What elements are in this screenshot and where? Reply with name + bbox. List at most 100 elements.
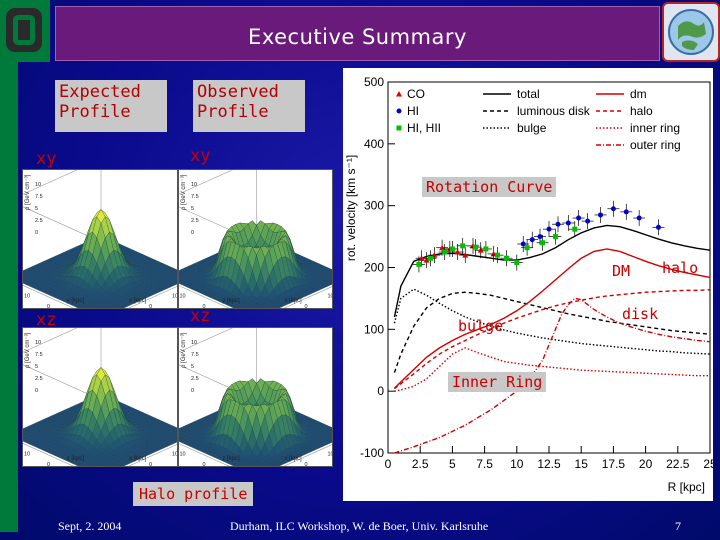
surface-z-tick: 0 (191, 230, 194, 236)
surface-facet (81, 464, 87, 466)
data-point-CO (454, 249, 461, 255)
series-luminous-disk (393, 291, 711, 373)
data-point-HIHII (503, 255, 509, 261)
slide-title: Executive Summary (248, 25, 467, 49)
expected-profile-label: Expected Profile (55, 80, 167, 132)
observed-xz-surface-plot: ρ [GeV cm⁻³]107.552.5020100-10-20-20-100… (178, 327, 333, 467)
surface-axis-tick: 0 (203, 462, 206, 467)
series-outer-ring (394, 297, 711, 454)
data-point-HI (585, 218, 591, 224)
surface-z-tick: 10 (35, 340, 41, 346)
y-tick-label: 200 (364, 261, 384, 275)
footer-page-number: 7 (675, 519, 681, 533)
observed-xy-surface-plot: ρ [GeV cm⁻³]107.552.5020100-10-20-20-100… (178, 169, 333, 309)
surface-facet (245, 306, 251, 308)
data-point-HI (565, 220, 571, 226)
surface-axis-tick: 0 (149, 462, 152, 467)
surface-x-label: z [kpc] (222, 456, 240, 462)
xz-label-right: xz (190, 306, 211, 326)
university-logo-icon (0, 0, 50, 62)
surface-facet (237, 464, 243, 466)
title-banner: Executive Summary (55, 6, 660, 61)
data-point-CO (418, 255, 425, 261)
surface-facet (115, 306, 121, 308)
legend-label: bulge (517, 121, 547, 135)
legend-marker (396, 125, 402, 131)
surface-y-label: x [kpc] (284, 298, 302, 304)
x-tick-label: 17.5 (602, 457, 626, 471)
surface-x-label: z [kpc] (67, 456, 85, 462)
data-point-HIHII (483, 246, 489, 252)
surface-z-tick: 10 (191, 182, 197, 188)
surface-facet (262, 306, 268, 308)
data-point-HI (520, 241, 526, 247)
y-tick-label: 400 (364, 137, 384, 151)
legend-label: HI (407, 104, 419, 118)
data-point-HI (529, 237, 535, 243)
series-bulge (393, 288, 711, 355)
expected-xz-surface-plot: ρ [GeV cm⁻³]107.552.5020100-10-20-20-100… (22, 327, 178, 467)
surface-facet (254, 306, 259, 308)
series-total (393, 224, 711, 318)
surface-axis-tick: 0 (305, 304, 308, 309)
surface-z-label: ρ [GeV cm⁻³] (181, 174, 187, 210)
y-axis-label: rot. velocity [km s⁻¹] (344, 155, 358, 261)
x-tick-label: 5 (449, 457, 456, 471)
surface-z-tick: 5 (191, 206, 194, 212)
series-dm (393, 248, 711, 389)
surface-axis-tick: 0 (47, 462, 50, 467)
data-point-HIHII (442, 249, 448, 255)
x-tick-label: 15 (575, 457, 589, 471)
legend-marker (396, 91, 402, 97)
surface-z-tick: 5 (191, 364, 194, 370)
surface-z-tick: 7.5 (191, 352, 199, 358)
dm-annotation: DM (612, 262, 631, 280)
surface-axis-tick: 10 (328, 452, 334, 458)
workshop-logo (662, 2, 720, 62)
legend-label: dm (630, 87, 647, 101)
data-point-HIHII (473, 244, 479, 250)
outer-ring-label: Outer Ring (582, 409, 673, 427)
surface-axis-tick: 10 (328, 294, 334, 300)
surface-axis-tick: 10 (172, 452, 178, 458)
x-axis-label: R [kpc] (668, 480, 705, 494)
data-point-HI (546, 226, 552, 232)
data-point-HIHII (524, 245, 530, 251)
bulge-annotation: bulge (458, 317, 504, 335)
surface-y-label: x [kpc] (284, 456, 302, 462)
inner-ring-label: Inner Ring (448, 372, 547, 392)
surface-axis-tick: 10 (180, 452, 186, 458)
legend-label: outer ring (630, 138, 681, 152)
surface-facet (98, 306, 104, 308)
footer-center: Durham, ILC Workshop, W. de Boer, Univ. … (230, 519, 489, 533)
surface-z-tick: 5 (35, 206, 38, 212)
data-point-CO (423, 257, 430, 263)
legend-marker (396, 108, 402, 114)
surface-z-tick: 0 (191, 388, 194, 394)
surface-z-tick: 0 (35, 230, 38, 236)
surface-facet (90, 306, 96, 308)
data-point-HIHII (460, 243, 466, 249)
rotation-curve-label: Rotation Curve (422, 177, 557, 197)
halo-profile-label: Halo profile (133, 482, 254, 506)
legend-label: HI, HII (407, 121, 441, 135)
xy-label-left: xy (36, 149, 57, 169)
data-point-HIHII (449, 246, 455, 252)
surface-y-label: x [kpc] (129, 298, 147, 304)
y-tick-label: -100 (360, 446, 384, 460)
data-point-HI (655, 224, 661, 230)
data-point-HI (576, 215, 582, 221)
x-tick-label: 10 (510, 457, 524, 471)
surface-axis-tick: 10 (24, 294, 30, 300)
surface-facet (81, 306, 87, 308)
legend-label: inner ring (630, 121, 680, 135)
surface-z-tick: 10 (35, 182, 41, 188)
surface-z-tick: 2.5 (35, 376, 43, 382)
surface-z-label: ρ [GeV cm⁻³] (25, 332, 31, 368)
data-point-HI (636, 215, 642, 221)
x-tick-label: 25 (703, 457, 713, 471)
surface-facet (245, 464, 251, 466)
surface-z-label: ρ [GeV cm⁻³] (25, 174, 31, 210)
surface-axis-tick: 0 (203, 304, 206, 309)
